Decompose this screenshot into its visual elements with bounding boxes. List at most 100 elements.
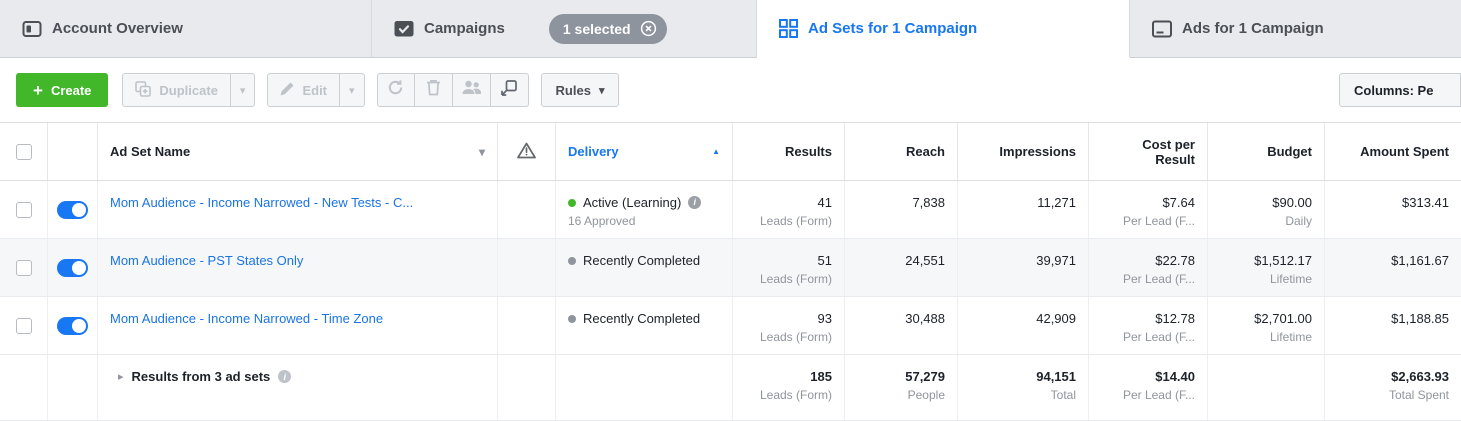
info-icon[interactable]: i: [688, 196, 702, 209]
column-header-ad-set-name[interactable]: Ad Set Name ▾: [98, 123, 498, 180]
create-label: Create: [50, 82, 92, 98]
ad-set-row[interactable]: Mom Audience - Income Narrowed - New Tes…: [0, 181, 1461, 239]
duplicate-button[interactable]: Duplicate: [122, 73, 231, 107]
totals-empty-cell: [556, 355, 733, 420]
totals-row: ▸ Results from 3 ad sets i 185 Leads (Fo…: [0, 355, 1461, 421]
table-header-row: Ad Set Name ▾ Delivery ▲ Results Reach I…: [0, 123, 1461, 181]
people-icon: [462, 80, 481, 100]
totals-cost-cell: $14.40 Per Lead (F...: [1089, 355, 1208, 420]
column-header-delivery[interactable]: Delivery ▲: [556, 123, 733, 180]
results-cell: 51 Leads (Form): [733, 239, 845, 296]
status-dot-completed: [568, 314, 576, 323]
create-button[interactable]: + Create: [16, 73, 109, 107]
duplicate-label: Duplicate: [159, 82, 218, 98]
delivery-status-text: Recently Completed: [583, 253, 701, 268]
tab-label-campaigns: Campaigns: [424, 20, 505, 37]
row-toggle-cell: [48, 181, 98, 238]
toolbar: + Create Duplicate ▾ Edit ▾: [0, 58, 1461, 123]
status-dot-active: [568, 198, 576, 207]
row-checkbox[interactable]: [15, 259, 32, 276]
select-all-checkbox[interactable]: [15, 143, 32, 160]
ad-sets-table: Ad Set Name ▾ Delivery ▲ Results Reach I…: [0, 123, 1461, 421]
chevron-down-icon: ▾: [598, 84, 605, 97]
column-header-cost-per-result[interactable]: Cost per Result: [1089, 123, 1208, 180]
delivery-cell: Recently Completed: [556, 239, 733, 296]
ad-set-name-cell: Mom Audience - Income Narrowed - Time Zo…: [98, 297, 498, 354]
tab-ads[interactable]: Ads for 1 Campaign: [1130, 0, 1461, 58]
chevron-down-icon: ▾: [239, 84, 246, 97]
totals-label-cell: ▸ Results from 3 ad sets i: [98, 355, 498, 420]
totals-label: Results from 3 ad sets: [131, 369, 271, 384]
column-header-errors[interactable]: [498, 123, 556, 180]
campaigns-icon: [394, 20, 414, 38]
ad-set-row[interactable]: Mom Audience - Income Narrowed - Time Zo…: [0, 297, 1461, 355]
totals-budget-cell: [1208, 355, 1325, 420]
reach-cell: 24,551: [845, 239, 958, 296]
tab-bar: Account Overview Campaigns 1 selected Ad…: [0, 0, 1461, 58]
audiences-button[interactable]: [452, 73, 491, 107]
rules-button[interactable]: Rules ▾: [540, 73, 620, 107]
edit-dropdown-button[interactable]: ▾: [340, 73, 365, 107]
ad-set-name-cell: Mom Audience - PST States Only: [98, 239, 498, 296]
tab-ad-sets[interactable]: Ad Sets for 1 Campaign: [757, 0, 1130, 58]
ad-set-name-cell: Mom Audience - Income Narrowed - New Tes…: [98, 181, 498, 238]
results-cell: 93 Leads (Form): [733, 297, 845, 354]
cost-per-result-cell: $22.78 Per Lead (F...: [1089, 239, 1208, 296]
expand-caret-icon[interactable]: ▸: [118, 371, 124, 383]
column-header-impressions[interactable]: Impressions: [958, 123, 1089, 180]
row-select-cell: [0, 297, 48, 354]
delivery-header-label: Delivery: [568, 144, 619, 159]
totals-amount-spent-cell: $2,663.93 Total Spent: [1388, 369, 1449, 402]
ad-set-name-link[interactable]: Mom Audience - Income Narrowed - New Tes…: [110, 195, 414, 210]
warning-icon: [517, 142, 536, 162]
tab-account-overview[interactable]: Account Overview: [0, 0, 372, 58]
duplicate-dropdown-button[interactable]: ▾: [230, 73, 256, 107]
delivery-cell: Active (Learning) i 16 Approved: [556, 181, 733, 238]
column-header-reach[interactable]: Reach: [845, 123, 958, 180]
selected-count-badge[interactable]: 1 selected: [548, 13, 667, 44]
info-icon[interactable]: i: [278, 370, 292, 383]
columns-label: Columns: Pe: [1354, 82, 1434, 98]
plus-icon: +: [33, 80, 43, 100]
delivery-status-text: Active (Learning): [583, 195, 682, 210]
tab-campaigns[interactable]: Campaigns 1 selected: [372, 0, 757, 58]
delete-button[interactable]: [414, 73, 453, 107]
cost-per-result-cell: $7.64 Per Lead (F...: [1089, 181, 1208, 238]
pivot-button[interactable]: [490, 73, 529, 107]
row-checkbox[interactable]: [15, 201, 32, 218]
status-dot-completed: [568, 256, 576, 265]
budget-cell: $90.00 Daily: [1208, 181, 1325, 238]
ad-sets-grid-icon: [779, 19, 798, 38]
reach-cell: 7,838: [845, 181, 958, 238]
ad-set-status-toggle[interactable]: [57, 316, 88, 335]
totals-impressions-cell: 94,151 Total: [958, 355, 1089, 420]
pencil-icon: [280, 82, 294, 99]
columns-button[interactable]: Columns: Pe: [1339, 73, 1461, 107]
select-all-cell: [0, 123, 48, 180]
tab-label-ads: Ads for 1 Campaign: [1182, 20, 1324, 37]
ad-set-status-toggle[interactable]: [57, 258, 88, 277]
close-icon[interactable]: [640, 20, 657, 37]
ad-set-name-link[interactable]: Mom Audience - Income Narrowed - Time Zo…: [110, 311, 384, 326]
delivery-subtext: 16 Approved: [568, 214, 636, 228]
ad-set-status-toggle[interactable]: [57, 200, 88, 219]
chevron-down-icon[interactable]: ▾: [478, 144, 485, 159]
row-checkbox[interactable]: [15, 317, 32, 334]
trash-icon: [426, 79, 441, 101]
ad-set-name-link[interactable]: Mom Audience - PST States Only: [110, 253, 304, 268]
budget-cell: $2,701.00 Lifetime: [1208, 297, 1325, 354]
selected-count-label: 1 selected: [562, 20, 631, 37]
ad-set-row[interactable]: Mom Audience - PST States Only Recently …: [0, 239, 1461, 297]
amount-spent-cell: $1,188.85: [1391, 311, 1449, 326]
column-header-amount-spent[interactable]: Amount Spent: [1360, 144, 1449, 159]
refresh-button[interactable]: [376, 73, 415, 107]
errors-cell: [498, 297, 556, 354]
column-header-results[interactable]: Results: [733, 123, 845, 180]
ads-icon: [1152, 20, 1172, 38]
row-select-cell: [0, 181, 48, 238]
impressions-cell: 39,971: [958, 239, 1089, 296]
edit-button[interactable]: Edit: [267, 73, 341, 107]
row-toggle-cell: [48, 239, 98, 296]
column-header-budget[interactable]: Budget: [1208, 123, 1325, 180]
amount-spent-cell: $1,161.67: [1391, 253, 1449, 268]
